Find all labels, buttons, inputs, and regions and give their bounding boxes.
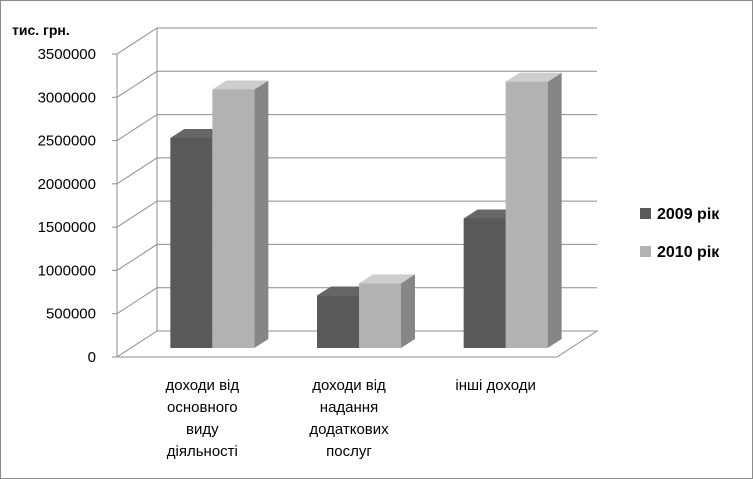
bar-top: [359, 274, 415, 284]
category-label: основного: [167, 399, 238, 416]
y-tick-label: 3000000: [38, 89, 96, 106]
category-label: доходи від: [312, 377, 386, 394]
bar-top: [212, 80, 269, 90]
category-label: надання: [320, 399, 378, 416]
gridline: [116, 70, 597, 98]
y-tick-label: 2500000: [38, 133, 96, 150]
category-label: виду: [186, 421, 219, 438]
gridline: [116, 114, 597, 141]
bar-side: [547, 72, 562, 349]
gridline: [116, 243, 597, 271]
legend-swatch: [640, 246, 651, 257]
gridline: [116, 27, 597, 55]
legend-swatch: [640, 208, 651, 219]
legend-label: 2010 рік: [657, 244, 720, 261]
bar: [212, 89, 255, 348]
y-tick-label: 1000000: [38, 262, 96, 279]
gridline: [116, 200, 597, 228]
y-tick-label: 0: [88, 349, 96, 366]
y-unit-label: тис. грн.: [12, 22, 70, 38]
category-label: інші доходи: [455, 377, 536, 394]
category-label: доходи від: [166, 377, 240, 394]
bar: [463, 218, 506, 348]
y-tick-label: 2000000: [38, 176, 96, 193]
bar-side: [254, 80, 269, 348]
bar: [505, 81, 548, 349]
category-label: послуг: [326, 443, 372, 460]
bar: [170, 137, 213, 348]
gridline: [116, 157, 597, 185]
y-tick-label: 3500000: [38, 46, 96, 63]
legend-label: 2009 рік: [657, 206, 720, 223]
bar-side: [401, 274, 415, 348]
gridline: [116, 287, 597, 315]
category-label: додаткових: [309, 421, 389, 438]
bar-top: [505, 72, 562, 82]
y-tick-label: 500000: [46, 306, 96, 323]
y-tick-label: 1500000: [38, 219, 96, 236]
category-label: діяльності: [167, 443, 238, 460]
bar: [317, 295, 359, 348]
bar: [359, 283, 401, 348]
